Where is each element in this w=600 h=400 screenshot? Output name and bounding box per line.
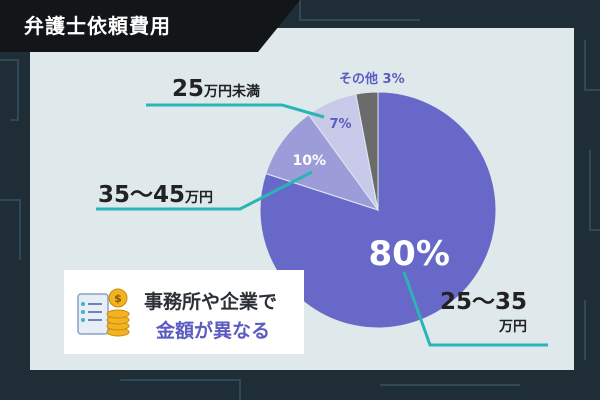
pie-slice [265, 113, 380, 211]
leader-line [402, 271, 548, 347]
slice-value-label: 80% [369, 234, 450, 274]
label-under-25: 25万円未満 [172, 76, 261, 102]
page-title: 弁護士依頼費用 [24, 14, 171, 38]
label-25-35: 25～35 万円 [440, 289, 528, 335]
badge-line-1: 事務所や企業で [144, 291, 278, 313]
label-other: その他 3% [339, 72, 405, 87]
slice-value-label: 7% [329, 117, 351, 132]
slice-labels: 80% 10% 7% [293, 117, 450, 274]
leader-lines [96, 103, 548, 347]
leader-line [96, 170, 313, 211]
badge-line-2: 金額が異なる [156, 320, 271, 342]
pie-slices [259, 91, 497, 329]
slice-value-label: 10% [293, 153, 327, 169]
label-35-45: 35～45万円 [98, 182, 214, 208]
note-badge: $ 事務所や企業で 金額が異なる [64, 270, 304, 354]
checklist-coins-icon: $ [77, 288, 130, 337]
leader-line [146, 103, 325, 119]
pie-slice [259, 91, 497, 329]
title-banner: 弁護士依頼費用 [0, 0, 300, 52]
svg-text:$: $ [114, 292, 122, 305]
pie-slice [355, 91, 379, 211]
